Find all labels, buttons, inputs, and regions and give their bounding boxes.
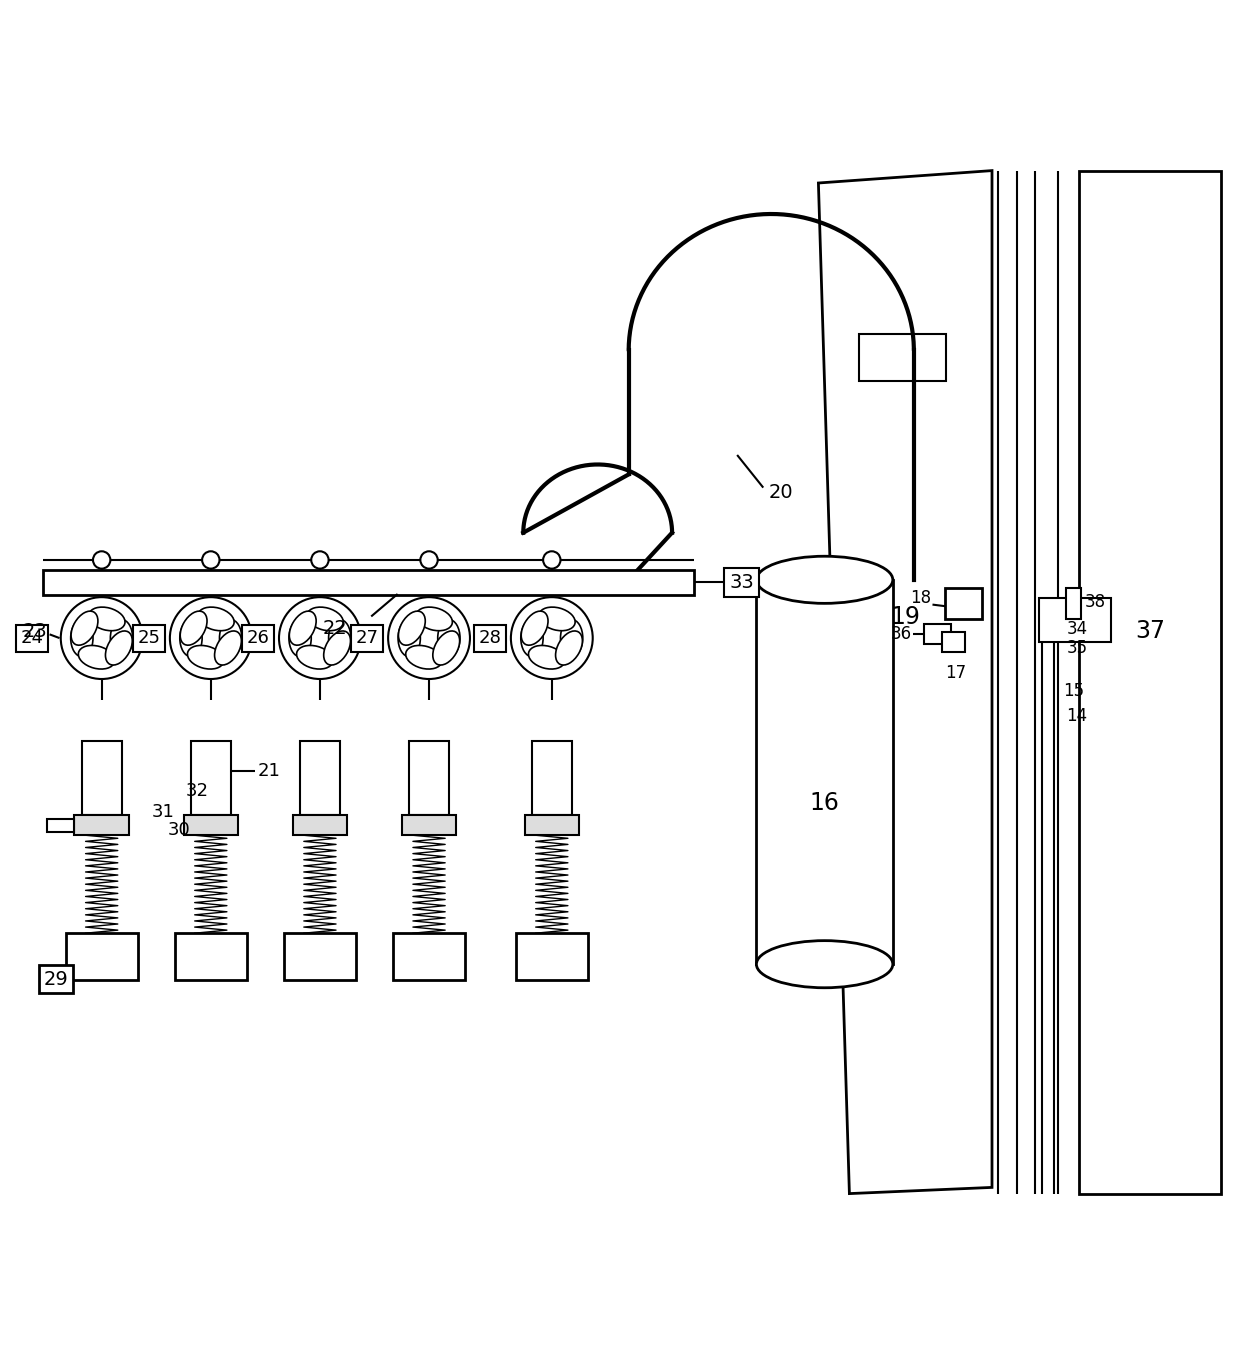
Ellipse shape (71, 619, 93, 657)
Text: 34: 34 (1066, 621, 1087, 638)
Text: 37: 37 (1135, 619, 1166, 642)
Circle shape (93, 551, 110, 569)
Ellipse shape (438, 619, 460, 657)
Ellipse shape (756, 557, 893, 603)
Text: 30: 30 (167, 822, 190, 839)
Circle shape (420, 551, 438, 569)
Bar (942, 631, 965, 652)
Bar (43, 570, 694, 595)
Text: 16: 16 (810, 790, 839, 815)
Text: 17: 17 (945, 664, 966, 682)
Bar (1079, 171, 1221, 1194)
Ellipse shape (329, 619, 351, 657)
Ellipse shape (289, 619, 311, 657)
Text: 33: 33 (729, 573, 754, 592)
Polygon shape (818, 171, 992, 1194)
Text: 22: 22 (322, 619, 347, 638)
Ellipse shape (415, 607, 453, 630)
Text: 27: 27 (356, 629, 378, 646)
Bar (284, 933, 356, 980)
Bar (300, 741, 340, 815)
Circle shape (202, 551, 219, 569)
Text: 21: 21 (258, 762, 280, 779)
Text: 29: 29 (43, 970, 68, 989)
Ellipse shape (324, 631, 351, 665)
Bar (66, 933, 138, 980)
Bar (756, 580, 893, 964)
Bar (532, 741, 572, 815)
Ellipse shape (756, 941, 893, 987)
Text: 26: 26 (247, 629, 269, 646)
Ellipse shape (88, 607, 125, 630)
Ellipse shape (405, 645, 443, 669)
Bar (1039, 599, 1111, 642)
Ellipse shape (215, 631, 242, 665)
Bar (82, 741, 122, 815)
Circle shape (388, 598, 470, 679)
Ellipse shape (560, 619, 583, 657)
Ellipse shape (296, 645, 334, 669)
Circle shape (511, 598, 593, 679)
Circle shape (279, 598, 361, 679)
Circle shape (61, 598, 143, 679)
Text: 31: 31 (151, 803, 174, 820)
Circle shape (311, 551, 329, 569)
Bar (945, 588, 982, 619)
Ellipse shape (110, 619, 133, 657)
Circle shape (170, 598, 252, 679)
Text: 35: 35 (1066, 640, 1087, 657)
Ellipse shape (105, 631, 133, 665)
Bar (47, 819, 74, 831)
Text: 24: 24 (21, 629, 43, 646)
Bar (175, 933, 247, 980)
Ellipse shape (538, 607, 575, 630)
Ellipse shape (71, 611, 98, 645)
Ellipse shape (197, 607, 234, 630)
Bar (409, 741, 449, 815)
Bar (184, 815, 238, 835)
Text: 20: 20 (769, 483, 794, 502)
Ellipse shape (306, 607, 343, 630)
Ellipse shape (398, 611, 425, 645)
Ellipse shape (528, 645, 565, 669)
Circle shape (543, 551, 560, 569)
Ellipse shape (289, 611, 316, 645)
Text: 23: 23 (22, 622, 47, 641)
Ellipse shape (78, 645, 115, 669)
Ellipse shape (180, 619, 202, 657)
Bar (525, 815, 579, 835)
Ellipse shape (398, 619, 420, 657)
Text: 18: 18 (910, 589, 931, 607)
Bar (293, 815, 347, 835)
Text: 32: 32 (186, 782, 210, 800)
Bar (516, 933, 588, 980)
Bar (859, 334, 946, 382)
Text: 36: 36 (890, 626, 911, 644)
Ellipse shape (180, 611, 207, 645)
Text: 38: 38 (1085, 593, 1106, 611)
Ellipse shape (556, 631, 583, 665)
Text: 25: 25 (138, 629, 160, 646)
Bar (74, 815, 129, 835)
Bar (1066, 588, 1081, 619)
Ellipse shape (219, 619, 242, 657)
Bar (924, 625, 951, 644)
Text: 28: 28 (479, 629, 501, 646)
Ellipse shape (433, 631, 460, 665)
Bar (402, 815, 456, 835)
Ellipse shape (521, 619, 543, 657)
Text: 19: 19 (890, 606, 920, 629)
Ellipse shape (187, 645, 224, 669)
Text: 14: 14 (1066, 708, 1087, 725)
Text: 15: 15 (1063, 683, 1084, 701)
Bar (393, 933, 465, 980)
Ellipse shape (521, 611, 548, 645)
Bar (191, 741, 231, 815)
